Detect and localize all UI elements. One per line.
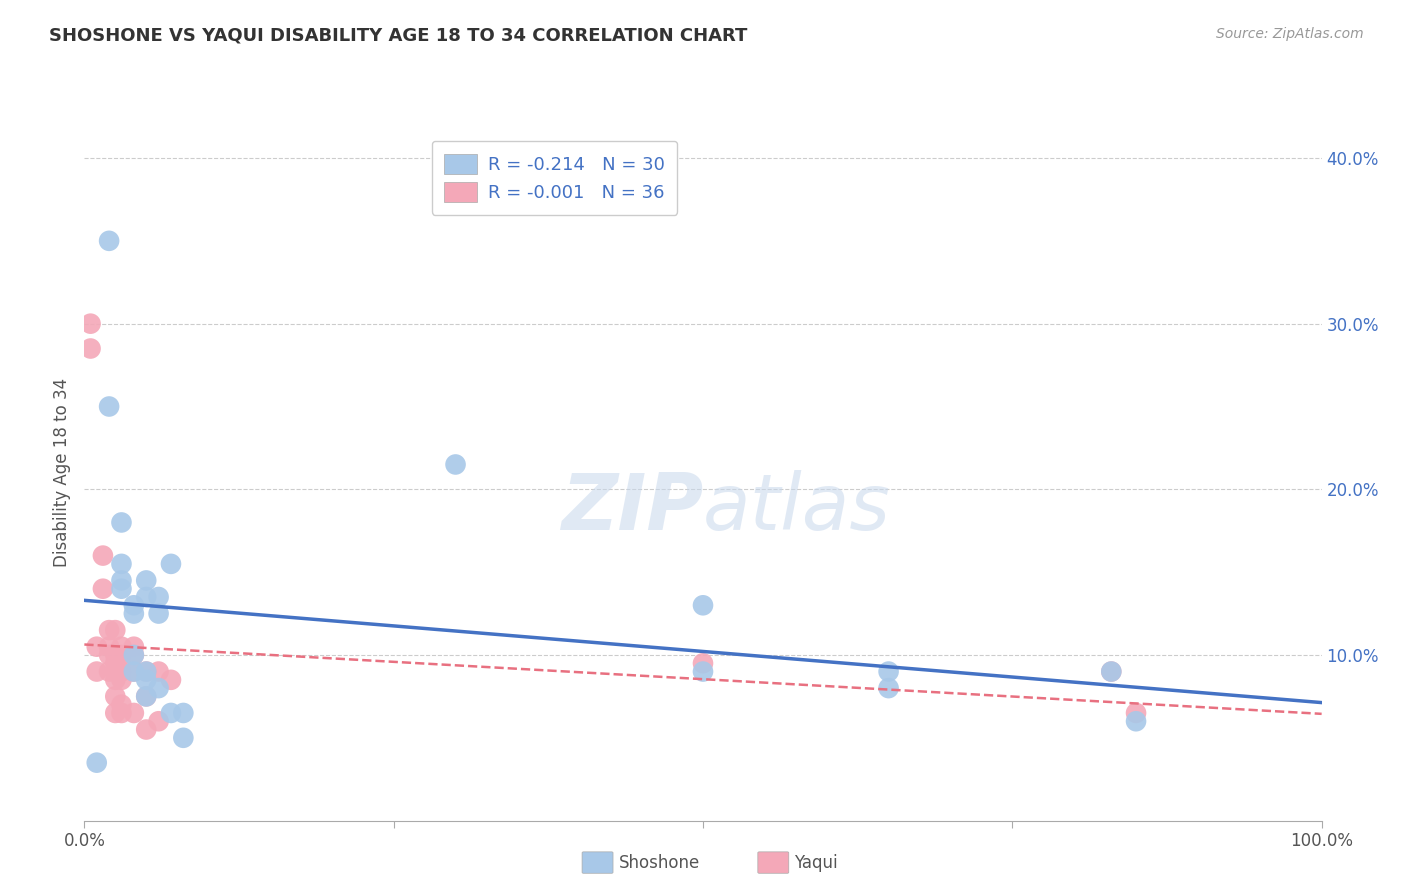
Point — [110, 557, 132, 571]
Point — [1125, 706, 1147, 720]
Point — [135, 673, 157, 687]
Point — [79, 342, 101, 356]
Point — [877, 681, 900, 695]
Point — [104, 706, 127, 720]
Point — [148, 714, 170, 729]
Point — [122, 665, 145, 679]
Point — [122, 607, 145, 621]
Point — [91, 549, 114, 563]
Point — [172, 706, 194, 720]
Point — [135, 574, 157, 588]
Point — [148, 607, 170, 621]
Point — [444, 458, 467, 472]
Point — [98, 640, 121, 654]
Point — [110, 706, 132, 720]
Point — [104, 623, 127, 637]
Point — [122, 706, 145, 720]
Point — [110, 516, 132, 530]
Point — [135, 665, 157, 679]
Point — [110, 665, 132, 679]
Text: Yaqui: Yaqui — [794, 854, 838, 871]
Text: SHOSHONE VS YAQUI DISABILITY AGE 18 TO 34 CORRELATION CHART: SHOSHONE VS YAQUI DISABILITY AGE 18 TO 3… — [49, 27, 748, 45]
Point — [160, 706, 183, 720]
Point — [91, 582, 114, 596]
Point — [104, 665, 127, 679]
Point — [877, 665, 900, 679]
Point — [98, 400, 121, 414]
Point — [1099, 665, 1122, 679]
Point — [86, 756, 108, 770]
Text: Source: ZipAtlas.com: Source: ZipAtlas.com — [1216, 27, 1364, 41]
Point — [148, 590, 170, 604]
Point — [135, 690, 157, 704]
Text: Shoshone: Shoshone — [619, 854, 700, 871]
Point — [1099, 665, 1122, 679]
Point — [110, 640, 132, 654]
Point — [86, 665, 108, 679]
Point — [692, 599, 714, 613]
Point — [692, 665, 714, 679]
Point — [98, 648, 121, 662]
Point — [79, 317, 101, 331]
Point — [104, 690, 127, 704]
Point — [104, 673, 127, 687]
Point — [692, 657, 714, 671]
Point — [1125, 714, 1147, 729]
Point — [98, 665, 121, 679]
Legend: R = -0.214   N = 30, R = -0.001   N = 36: R = -0.214 N = 30, R = -0.001 N = 36 — [432, 141, 678, 215]
Point — [104, 648, 127, 662]
Point — [110, 673, 132, 687]
Point — [148, 665, 170, 679]
Text: ZIP: ZIP — [561, 469, 703, 546]
Point — [110, 582, 132, 596]
Point — [86, 640, 108, 654]
Point — [148, 681, 170, 695]
Text: atlas: atlas — [703, 469, 891, 546]
Point — [98, 234, 121, 248]
Point — [98, 623, 121, 637]
Point — [135, 723, 157, 737]
Point — [122, 640, 145, 654]
Y-axis label: Disability Age 18 to 34: Disability Age 18 to 34 — [53, 378, 72, 567]
Point — [135, 690, 157, 704]
Point — [122, 599, 145, 613]
Point — [104, 657, 127, 671]
Point — [135, 590, 157, 604]
Point — [160, 557, 183, 571]
Point — [122, 648, 145, 662]
Point — [160, 673, 183, 687]
Point — [110, 698, 132, 712]
Point — [110, 648, 132, 662]
Point — [135, 665, 157, 679]
Point — [110, 574, 132, 588]
Point — [122, 665, 145, 679]
Point — [122, 648, 145, 662]
Point — [172, 731, 194, 745]
